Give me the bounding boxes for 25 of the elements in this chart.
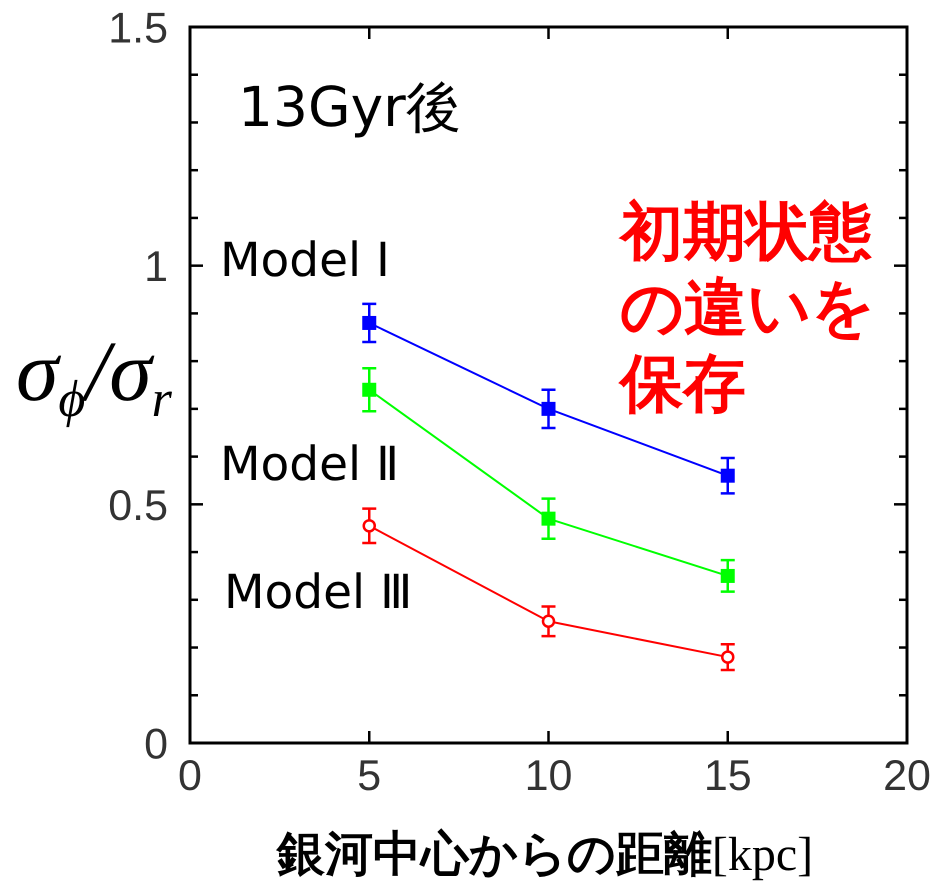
point bbox=[362, 316, 376, 330]
x-tick-label: 15 bbox=[704, 752, 752, 800]
point bbox=[720, 568, 735, 583]
series-label: Model Ⅲ bbox=[224, 564, 412, 620]
point bbox=[720, 468, 735, 483]
y-tick-label: 0 bbox=[144, 720, 168, 768]
x-tick-label: 5 bbox=[357, 752, 382, 800]
series-label: Model Ⅱ bbox=[220, 436, 400, 492]
x-tick-label: 0 bbox=[178, 752, 202, 800]
series-label: Model Ⅰ bbox=[220, 232, 390, 288]
point bbox=[542, 402, 556, 416]
x-tick-label: 20 bbox=[883, 752, 931, 800]
point bbox=[362, 519, 376, 533]
point bbox=[362, 382, 376, 397]
point bbox=[542, 614, 556, 628]
text: 13Gyr後 bbox=[238, 75, 461, 139]
y-axis-title: σ$_{ϕ}$/σ$_{r}$ bbox=[16, 323, 173, 428]
x-axis-title: 銀河中心からの距離[kpc] bbox=[274, 826, 814, 882]
point bbox=[721, 650, 734, 664]
y-tick-label: 0.5 bbox=[108, 482, 168, 530]
x-tick-label: 10 bbox=[524, 752, 572, 800]
point bbox=[542, 512, 556, 526]
annotation: 初期状態の違いを保存 bbox=[620, 194, 876, 422]
y-tick-label: 1 bbox=[144, 243, 168, 292]
y-tick-label: 1.5 bbox=[108, 4, 168, 52]
